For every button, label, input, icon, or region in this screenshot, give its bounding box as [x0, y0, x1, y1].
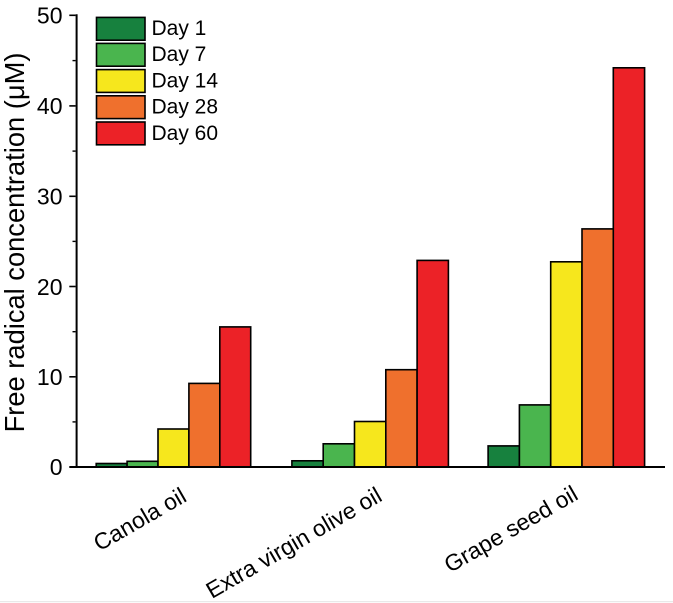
- svg-text:Day 60: Day 60: [152, 122, 219, 145]
- svg-text:Day 14: Day 14: [152, 69, 219, 92]
- svg-text:30: 30: [37, 184, 63, 210]
- svg-text:Free radical concentration (μM: Free radical concentration (μM): [0, 53, 30, 433]
- svg-text:Day 7: Day 7: [152, 43, 207, 66]
- svg-text:Day 1: Day 1: [152, 17, 207, 40]
- svg-text:40: 40: [37, 93, 63, 119]
- svg-text:Day 28: Day 28: [152, 96, 219, 119]
- svg-text:10: 10: [37, 364, 63, 390]
- svg-text:50: 50: [37, 3, 63, 29]
- svg-text:0: 0: [50, 454, 63, 480]
- svg-text:20: 20: [37, 274, 63, 300]
